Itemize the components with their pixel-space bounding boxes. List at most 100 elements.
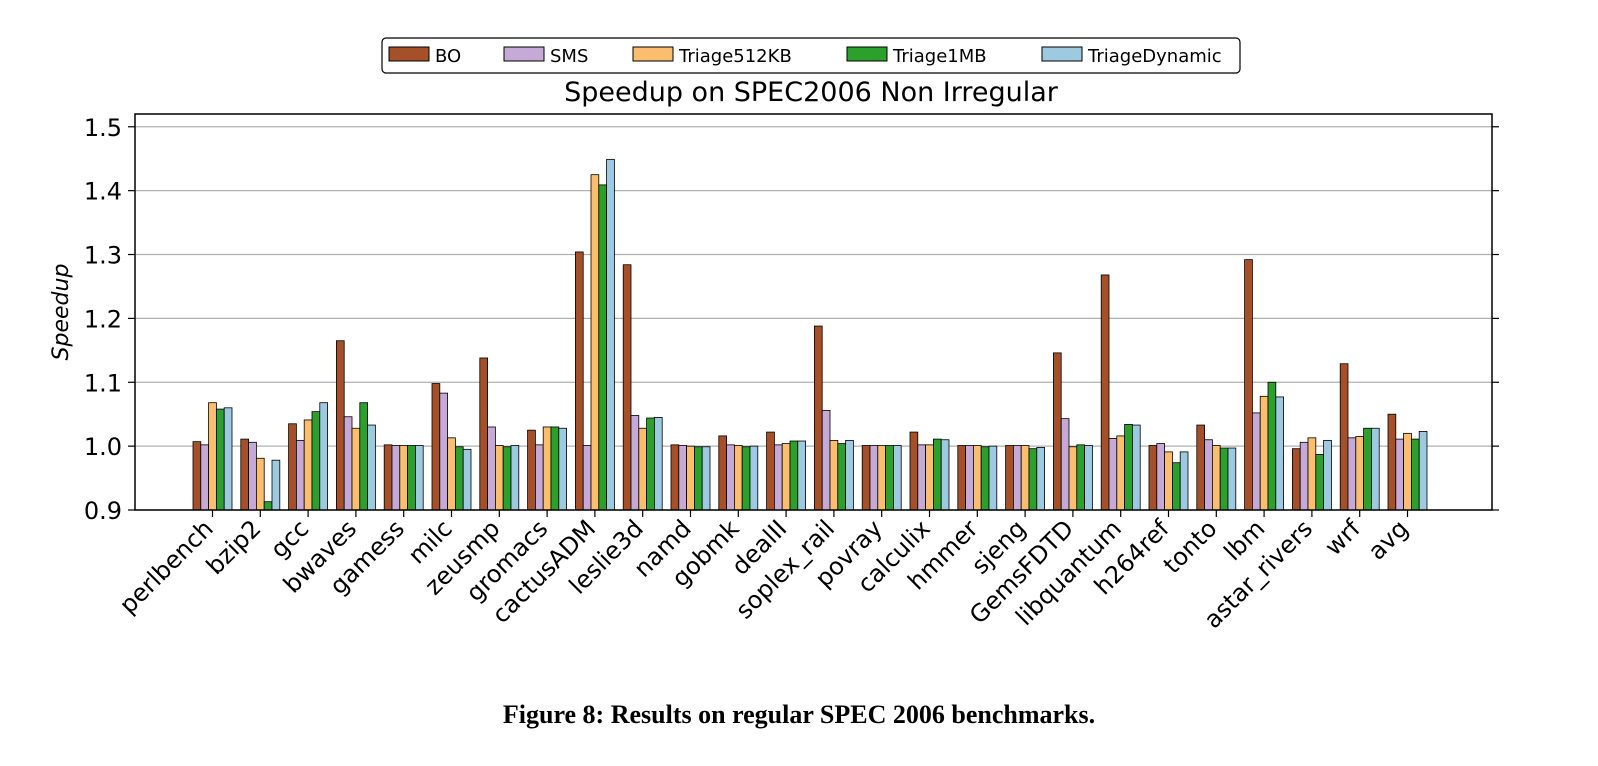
bar-group-gromacs — [527, 426, 567, 511]
bar-BO-GemsFDTD — [1053, 352, 1062, 511]
bar-SMS-milc — [439, 392, 448, 511]
bar-SMS-zeusmp — [487, 426, 496, 511]
bar-TriageDynamic-gcc — [319, 402, 328, 511]
bar-group-bzip2 — [240, 438, 281, 511]
bar-BO-dealII — [766, 431, 775, 511]
bar-TriageDynamic-povray — [893, 445, 902, 511]
bar-Triage512KB-bwaves — [351, 427, 361, 511]
bar-SMS-gcc — [295, 439, 305, 511]
bar-TriageDynamic-lbm — [1275, 396, 1285, 511]
bar-SMS-astar_rivers — [1299, 441, 1309, 511]
bar-group-namd — [670, 444, 711, 511]
bar-Triage1MB-gobmk — [741, 446, 751, 511]
bar-group-soplex_rail — [814, 325, 854, 511]
bar-Triage1MB-calculix — [933, 438, 942, 511]
bar-SMS-soplex_rail — [821, 409, 831, 511]
bar-Triage512KB-hmmer — [973, 445, 982, 511]
bar-Triage512KB-GemsFDTD — [1068, 446, 1078, 511]
bar-SMS-GemsFDTD — [1060, 418, 1070, 511]
bar-group-bwaves — [335, 340, 376, 511]
bars — [192, 158, 1428, 511]
bar-SMS-wrf — [1347, 437, 1357, 511]
bar-TriageDynamic-libquantum — [1132, 424, 1141, 511]
y-axis-label: Speedup — [49, 264, 74, 361]
bar-group-h264ref — [1148, 443, 1189, 511]
bar-BO-gamess — [383, 444, 393, 511]
bar-TriageDynamic-avg — [1418, 431, 1428, 511]
legend-swatch — [846, 46, 888, 62]
legend-label: Triage512KB — [678, 46, 792, 67]
bar-Triage512KB-soplex_rail — [829, 439, 839, 511]
bar-Triage512KB-cactusADM — [590, 174, 600, 511]
legend: BO SMS Triage512KB Triage1MB TriageDynamic — [381, 37, 1241, 74]
bar-Triage1MB-hmmer — [980, 446, 990, 511]
bar-TriageDynamic-leslie3d — [654, 416, 663, 511]
bar-group-GemsFDTD — [1053, 352, 1093, 511]
bar-BO-avg — [1387, 413, 1397, 511]
bar-TriageDynamic-GemsFDTD — [1084, 445, 1093, 511]
bar-TriageDynamic-wrf — [1371, 427, 1380, 511]
bar-Triage1MB-bwaves — [359, 402, 368, 511]
figure-caption: Figure 8: Results on regular SPEC 2006 b… — [502, 700, 1096, 729]
bar-BO-gobmk — [718, 435, 727, 511]
bar-TriageDynamic-perlbench — [223, 407, 233, 511]
legend-label: BO — [435, 46, 461, 67]
bar-Triage512KB-tonto — [1212, 445, 1221, 511]
bar-Triage1MB-dealII — [789, 440, 799, 511]
bar-BO-zeusmp — [479, 357, 488, 511]
y-tick-label: 0.9 — [84, 497, 122, 525]
bar-Triage1MB-milc — [454, 446, 464, 511]
bar-Triage1MB-namd — [694, 446, 703, 511]
bar-BO-gromacs — [527, 429, 536, 511]
bar-SMS-h264ref — [1156, 443, 1166, 511]
bar-BO-namd — [670, 444, 680, 511]
bar-Triage1MB-tonto — [1219, 447, 1229, 511]
bar-Triage512KB-h264ref — [1164, 451, 1173, 511]
bar-TriageDynamic-gobmk — [749, 445, 759, 511]
bar-TriageDynamic-tonto — [1227, 447, 1237, 511]
bar-Triage512KB-dealII — [781, 443, 791, 511]
bar-SMS-bwaves — [343, 416, 353, 511]
legend-item-TriageDynamic: TriageDynamic — [1041, 46, 1222, 67]
bar-TriageDynamic-gromacs — [558, 427, 567, 511]
bar-TriageDynamic-bwaves — [367, 424, 376, 511]
bar-Triage512KB-gromacs — [542, 426, 552, 511]
bar-TriageDynamic-sjeng — [1036, 447, 1046, 511]
bar-BO-gcc — [288, 423, 297, 511]
bar-BO-libquantum — [1100, 274, 1110, 511]
bar-Triage512KB-sjeng — [1020, 445, 1030, 511]
legend-item-SMS: SMS — [503, 46, 588, 67]
bar-Triage512KB-namd — [686, 445, 695, 511]
bar-SMS-namd — [678, 445, 687, 511]
bar-group-milc — [431, 383, 472, 511]
bar-TriageDynamic-namd — [701, 446, 711, 511]
bar-Triage512KB-gobmk — [734, 445, 743, 511]
bar-Triage1MB-gcc — [311, 411, 321, 511]
bar-group-sjeng — [1005, 445, 1046, 511]
bar-BO-povray — [861, 445, 871, 511]
bar-group-gcc — [288, 402, 328, 511]
bar-Triage512KB-milc — [447, 437, 456, 511]
legend-label: TriageDynamic — [1087, 46, 1222, 67]
bar-Triage512KB-calculix — [925, 444, 934, 511]
bar-Triage1MB-lbm — [1267, 381, 1277, 511]
x-tick-label: bzip2 — [201, 514, 267, 580]
bar-SMS-leslie3d — [630, 415, 640, 511]
bar-Triage512KB-gcc — [303, 419, 313, 511]
speedup-chart: Speedup on SPEC2006 Non Irregular Speedu… — [49, 37, 1499, 634]
bar-group-wrf — [1339, 363, 1380, 511]
bar-group-avg — [1387, 413, 1428, 511]
bar-group-gamess — [383, 444, 424, 511]
bar-BO-astar_rivers — [1292, 448, 1301, 511]
legend-swatch — [1041, 46, 1083, 62]
y-tick-label: 1.3 — [84, 242, 122, 270]
bar-Triage512KB-zeusmp — [494, 445, 504, 511]
legend-swatch — [388, 46, 430, 62]
bar-Triage1MB-bzip2 — [263, 501, 273, 511]
bar-Triage512KB-bzip2 — [255, 457, 265, 511]
bar-BO-tonto — [1196, 424, 1206, 511]
legend-box — [381, 37, 1241, 74]
bar-group-libquantum — [1100, 274, 1141, 511]
bar-Triage512KB-leslie3d — [638, 427, 647, 511]
bar-Triage512KB-gamess — [399, 445, 408, 511]
